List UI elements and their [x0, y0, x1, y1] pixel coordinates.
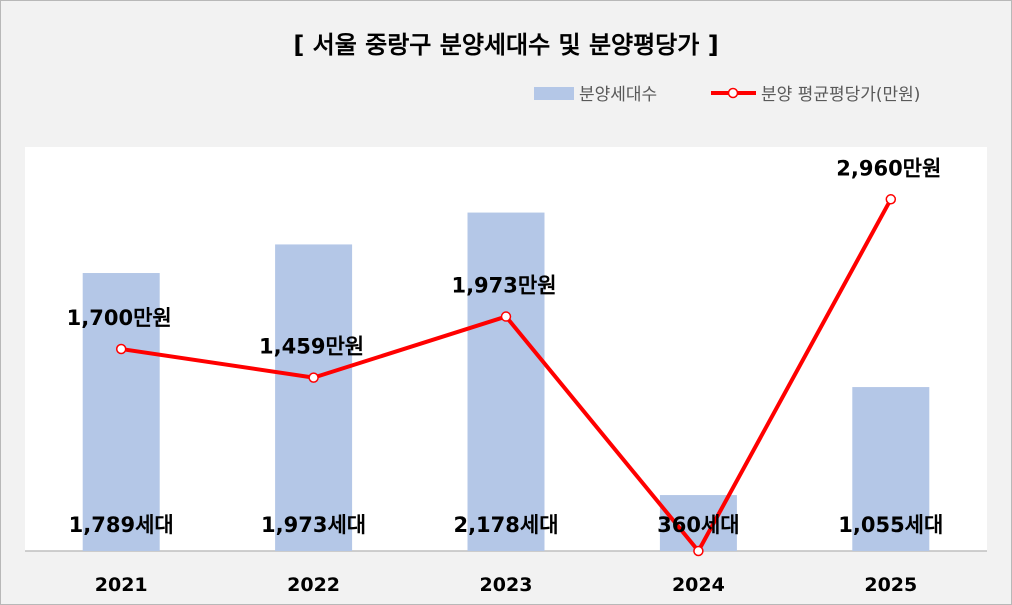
legend-bar-label: 분양세대수: [579, 85, 657, 105]
x-tick-2022: 2022: [287, 574, 340, 596]
x-tick-2024: 2024: [672, 574, 725, 596]
bar-2022: [275, 244, 353, 551]
price-point-2023: [500, 311, 512, 322]
x-tick-2021: 2021: [95, 574, 148, 596]
bar-label-2025: 1,055세대: [838, 513, 943, 537]
x-axis-tick-labels: 2021 2022 2023 2024 2025: [95, 574, 917, 596]
price-point-2025: [885, 194, 897, 205]
bar-label-2022: 1,973세대: [261, 513, 366, 537]
line-series: [115, 194, 897, 557]
chart-title: [ 서울 중랑구 분양세대수 및 분양평당가 ]: [293, 31, 718, 59]
legend-bar-swatch: [534, 87, 574, 100]
legend-line-label: 분양 평균평당가(만원): [761, 85, 920, 105]
line-label-2022: 1,459만원: [259, 335, 364, 359]
line-label-2025: 2,960만원: [836, 156, 941, 180]
bar-2023: [467, 212, 545, 551]
price-point-2024: [693, 545, 704, 557]
chart-legend: 분양세대수 분양 평균평당가(만원): [534, 85, 920, 105]
price-point-2022: [308, 372, 319, 383]
line-data-labels: 1,700만원 1,459만원 1,973만원 2,960만원: [67, 156, 942, 358]
bar-series: [82, 212, 930, 551]
x-tick-2023: 2023: [480, 574, 533, 596]
x-tick-2025: 2025: [864, 574, 917, 596]
line-label-2021: 1,700만원: [67, 306, 172, 330]
line-label-2023: 1,973만원: [451, 274, 556, 298]
bar-label-2023: 2,178세대: [453, 513, 558, 537]
price-point-2021: [115, 343, 127, 355]
bar-data-labels: 1,789세대 1,973세대 2,178세대 360세대 1,055세대: [69, 513, 944, 537]
bar-label-2021: 1,789세대: [69, 513, 174, 537]
bar-label-2024: 360세대: [657, 513, 739, 537]
legend-line-marker: [727, 87, 739, 99]
bar-2021: [82, 273, 160, 551]
bar-2025: [852, 387, 930, 551]
